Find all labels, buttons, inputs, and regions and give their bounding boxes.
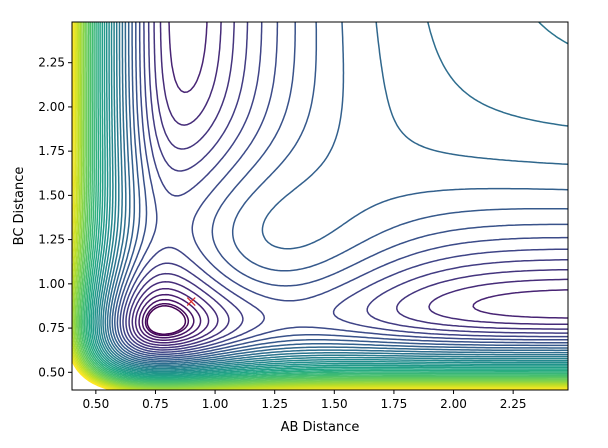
contour-line-23 <box>88 22 568 378</box>
contour-lines <box>72 22 568 390</box>
contour-line-11 <box>114 22 568 359</box>
contour-line-28 <box>80 22 568 384</box>
contour-line-30 <box>77 22 568 387</box>
x-tick-label: 0.50 <box>82 397 109 411</box>
x-tick-label: 1.75 <box>381 397 408 411</box>
contour-line-5 <box>131 22 568 347</box>
y-axis-label: BC Distance <box>12 167 27 246</box>
contour-line-8 <box>122 22 568 353</box>
contour-line-18 <box>98 22 568 371</box>
plot-frame <box>71 21 569 391</box>
contour-line-12 <box>111 22 568 361</box>
contour-line-32 <box>74 22 568 389</box>
y-axis-ticks: 0.50 0.75 1.00 1.25 1.50 1.75 2.00 2.25 <box>38 56 72 379</box>
contour-line-13 <box>109 22 568 363</box>
contour-line-25 <box>85 22 568 381</box>
contour-line-26 <box>83 22 568 382</box>
contour-line-21 <box>92 22 568 376</box>
x-tick-label: 1.50 <box>321 397 348 411</box>
contour-line-35 <box>72 22 568 390</box>
x-axis-ticks: 0.50 0.75 1.00 1.25 1.50 1.75 2.00 2.25 <box>82 390 527 411</box>
x-tick-label: 1.00 <box>202 397 229 411</box>
x-marker <box>186 297 196 306</box>
x-tick-label: 0.75 <box>142 397 169 411</box>
y-tick-label: 1.25 <box>38 233 65 247</box>
x-tick-label: 2.25 <box>500 397 527 411</box>
y-tick-label: 2.00 <box>38 100 65 114</box>
y-tick-label: 2.25 <box>38 56 65 70</box>
contour-line-20 <box>94 22 568 374</box>
contour-line-1 <box>144 302 190 337</box>
x-axis-label: AB Distance <box>281 420 360 435</box>
y-tick-label: 1.50 <box>38 188 65 202</box>
contour-line-14 <box>106 22 568 365</box>
contour-line-4 <box>134 22 568 344</box>
contour-line-27 <box>82 22 568 383</box>
contour-line-36 <box>72 22 568 390</box>
contour-line-2 <box>141 298 195 339</box>
contour-line-38 <box>72 22 568 390</box>
contour-line-19 <box>96 22 568 373</box>
x-tick-label: 2.00 <box>440 397 467 411</box>
contour-line-3 <box>138 293 202 341</box>
contour-line-34 <box>72 22 568 390</box>
contour-line-33 <box>73 22 568 390</box>
contour-line-31 <box>75 22 568 388</box>
contour-line-7 <box>125 22 568 351</box>
contour-line-37 <box>72 22 568 390</box>
contour-line-24 <box>87 22 568 380</box>
plot-background <box>72 22 568 390</box>
y-tick-label: 1.75 <box>38 144 65 158</box>
minimum-marker <box>186 297 196 306</box>
contour-line-16 <box>102 22 568 368</box>
y-tick-label: 0.50 <box>38 365 65 379</box>
y-tick-label: 1.00 <box>38 277 65 291</box>
contour-line-22 <box>90 22 568 377</box>
contour-line-0 <box>146 305 187 335</box>
contour-line-17 <box>100 22 568 370</box>
contour-line-6 <box>128 22 568 349</box>
contour-line-29 <box>78 22 568 386</box>
contour-line-9 <box>119 22 568 356</box>
y-tick-label: 0.75 <box>38 321 65 335</box>
x-tick-label: 1.25 <box>261 397 288 411</box>
contour-line-15 <box>104 22 568 367</box>
contour-line-10 <box>116 22 568 358</box>
